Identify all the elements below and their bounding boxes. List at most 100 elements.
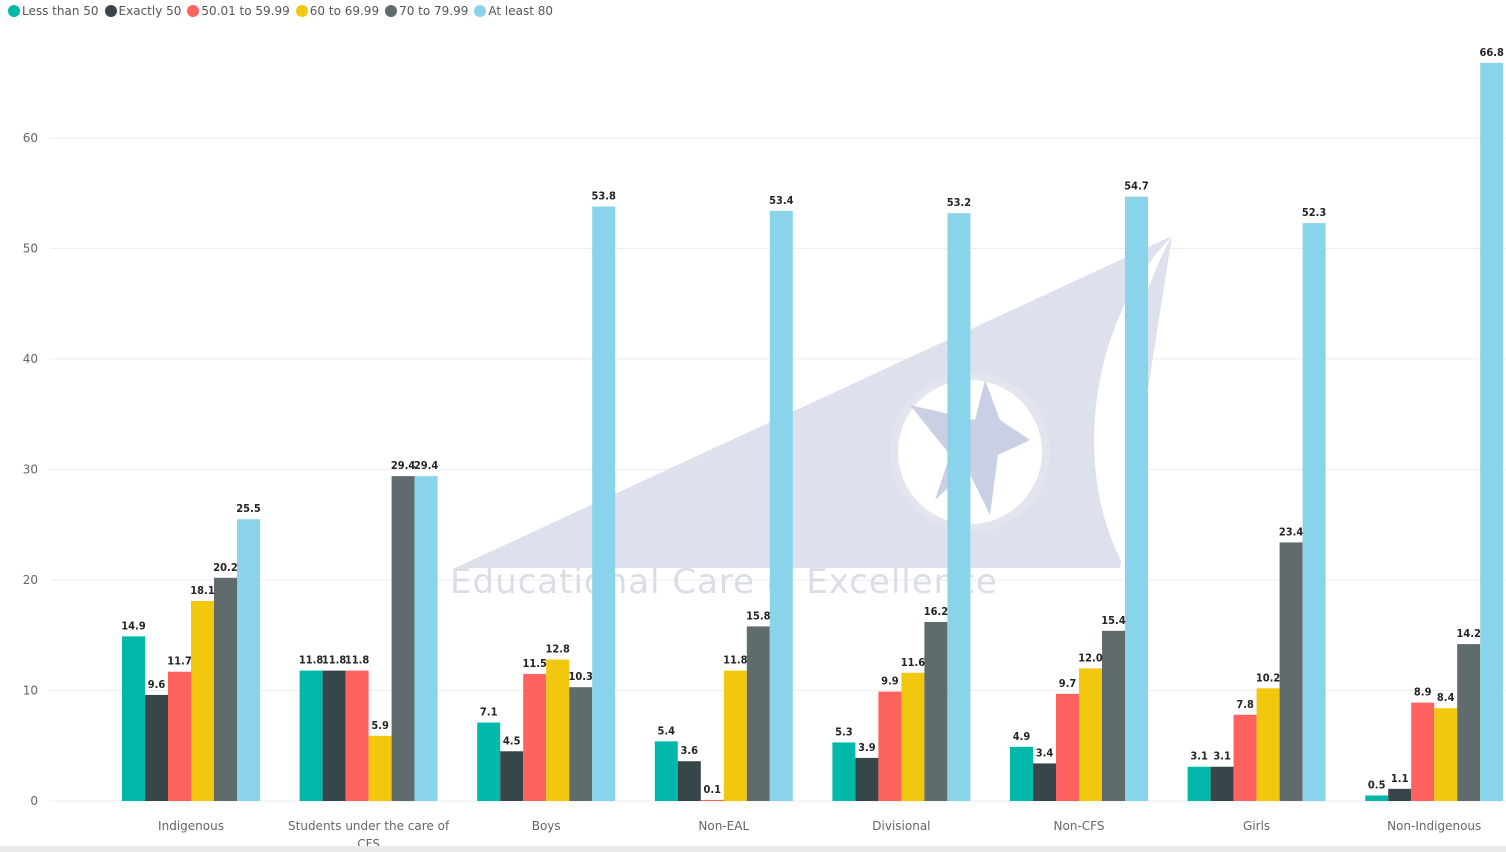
bar[interactable] — [878, 691, 902, 801]
bar[interactable] — [477, 722, 501, 801]
bar[interactable] — [1010, 746, 1033, 801]
x-category-label: Non-CFS — [1054, 819, 1105, 833]
bar[interactable] — [1256, 688, 1280, 801]
data-label: 16.2 — [924, 605, 949, 618]
bar[interactable] — [500, 751, 524, 801]
legend-label: Exactly 50 — [118, 4, 182, 18]
bar[interactable] — [322, 670, 346, 801]
x-category-label: Girls — [1243, 819, 1270, 833]
legend-label: 70 to 79.99 — [399, 4, 469, 18]
bar[interactable] — [1187, 766, 1211, 801]
data-label: 5.3 — [835, 725, 853, 738]
bar[interactable] — [1388, 788, 1412, 801]
bar[interactable] — [1125, 196, 1148, 801]
bar[interactable] — [145, 694, 168, 801]
bar[interactable] — [1102, 630, 1125, 801]
bar[interactable] — [299, 670, 323, 801]
watermark-swoosh — [1094, 236, 1172, 568]
bar[interactable] — [947, 213, 971, 801]
bottom-scroll-strip — [0, 846, 1506, 852]
watermark-logo: Educational Care & Excellence — [450, 236, 1172, 602]
data-label: 29.4 — [391, 459, 416, 472]
bar[interactable] — [546, 659, 570, 801]
data-label: 7.1 — [480, 706, 498, 719]
bar[interactable] — [391, 476, 415, 801]
bar[interactable] — [1434, 708, 1458, 801]
y-tick-label: 0 — [30, 794, 38, 808]
data-label: 11.8 — [723, 654, 748, 667]
bar[interactable] — [191, 600, 214, 801]
y-tick-label: 10 — [23, 684, 38, 698]
bar[interactable] — [700, 799, 724, 801]
data-label: 10.3 — [568, 670, 593, 683]
legend-swatch — [385, 5, 398, 17]
watermark-text: Educational Care & Excellence — [450, 562, 998, 602]
bar[interactable] — [832, 742, 856, 801]
bar[interactable] — [677, 761, 701, 801]
bar[interactable] — [901, 672, 925, 801]
bar[interactable] — [1279, 542, 1303, 801]
data-label: 23.4 — [1279, 525, 1304, 538]
legend-item[interactable]: 50.01 to 59.99 — [187, 4, 290, 18]
legend-swatch — [104, 5, 117, 17]
bar[interactable] — [345, 670, 369, 801]
data-label: 14.9 — [121, 619, 146, 632]
bar[interactable] — [122, 636, 145, 801]
data-label: 20.2 — [213, 561, 238, 574]
data-label: 11.5 — [522, 657, 547, 670]
data-label: 52.3 — [1302, 206, 1327, 219]
legend-item[interactable]: 60 to 69.99 — [295, 4, 379, 18]
bar[interactable] — [1457, 644, 1481, 801]
data-label: 53.2 — [947, 196, 972, 209]
data-label: 3.4 — [1036, 746, 1054, 759]
bar[interactable] — [1233, 714, 1257, 801]
watermark-triangle — [455, 236, 1172, 568]
bar[interactable] — [1079, 668, 1102, 801]
x-category-label: Indigenous — [158, 819, 224, 833]
bar[interactable] — [654, 741, 678, 801]
legend-item[interactable]: 70 to 79.99 — [385, 4, 468, 18]
bar[interactable] — [414, 476, 438, 801]
bar[interactable] — [168, 671, 191, 801]
y-tick-label: 50 — [23, 242, 38, 256]
data-label: 11.8 — [299, 654, 324, 667]
data-label: 3.6 — [681, 744, 699, 757]
bar[interactable] — [569, 687, 593, 801]
data-label: 15.8 — [746, 609, 771, 622]
data-label: 9.6 — [148, 678, 166, 691]
bar[interactable] — [746, 626, 770, 801]
bar[interactable] — [769, 210, 793, 801]
legend-swatch — [187, 5, 200, 17]
legend-item[interactable]: Exactly 50 — [104, 4, 182, 18]
legend-label: At least 80 — [488, 4, 554, 18]
bar[interactable] — [924, 621, 948, 801]
bar[interactable] — [723, 670, 747, 801]
bar[interactable] — [1210, 766, 1234, 801]
bar[interactable] — [237, 519, 260, 801]
bar[interactable] — [1056, 693, 1079, 801]
data-label: 18.1 — [190, 584, 215, 597]
data-label: 1.1 — [1391, 772, 1409, 785]
x-category-label: Boys — [532, 819, 561, 833]
y-tick-label: 60 — [23, 131, 38, 145]
bar[interactable] — [1033, 763, 1056, 801]
bar[interactable] — [1480, 62, 1504, 802]
bar[interactable] — [368, 735, 392, 801]
data-label: 0.1 — [704, 783, 722, 796]
legend-item[interactable]: Less than 50 — [8, 4, 99, 18]
legend-swatch — [8, 5, 20, 17]
data-label: 11.8 — [322, 654, 347, 667]
bar[interactable] — [523, 673, 547, 801]
bar[interactable] — [1365, 795, 1389, 801]
bar[interactable] — [1411, 702, 1435, 801]
y-tick-label: 20 — [23, 573, 38, 587]
x-category-label: Non-Indigenous — [1387, 819, 1481, 833]
y-tick-label: 30 — [23, 463, 38, 477]
bar[interactable] — [1302, 223, 1326, 801]
bar[interactable] — [214, 577, 237, 801]
bar[interactable] — [592, 206, 616, 801]
bar[interactable] — [855, 757, 879, 801]
data-label: 29.4 — [414, 459, 439, 472]
legend-item[interactable]: At least 80 — [474, 4, 553, 18]
